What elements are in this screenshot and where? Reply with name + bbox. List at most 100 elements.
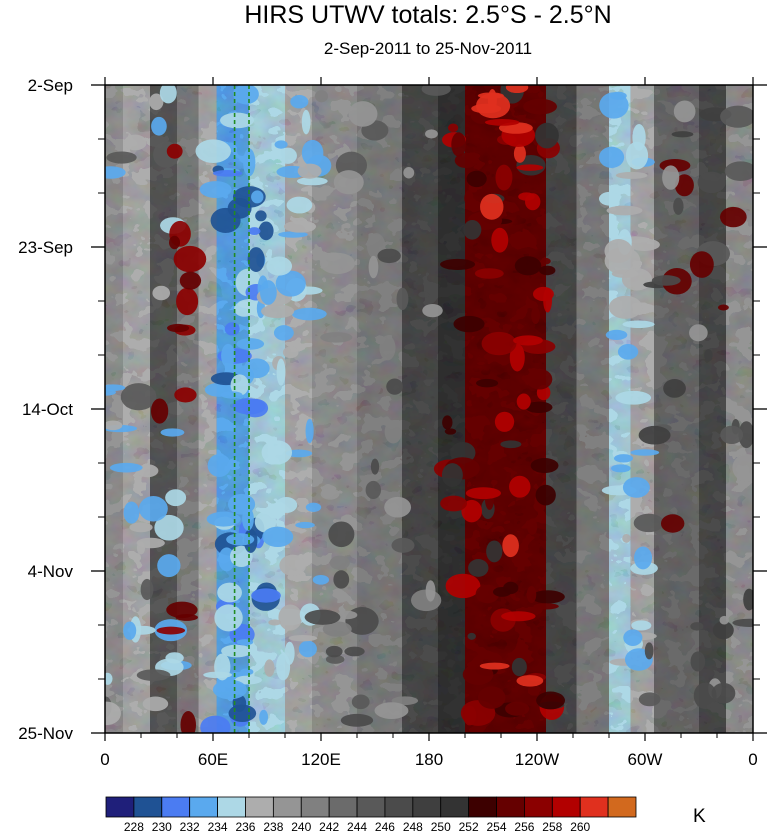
- contour-cell: [384, 496, 412, 518]
- contour-cell: [295, 521, 315, 529]
- contour-cell: [743, 297, 753, 307]
- contour-cell: [606, 205, 643, 216]
- contour-cell: [630, 449, 660, 456]
- contour-cell: [322, 621, 352, 637]
- colorbar-swatch: [607, 796, 637, 818]
- contour-cell: [176, 287, 199, 316]
- contour-cell: [689, 324, 708, 342]
- contour-cell: [391, 537, 415, 553]
- contour-cell: [224, 322, 240, 336]
- chart-subtitle: 2-Sep-2011 to 25-Nov-2011: [323, 39, 533, 58]
- contour-cell: [513, 335, 543, 346]
- contour-cell: [505, 85, 529, 93]
- contour-cell: [278, 231, 308, 238]
- contour-cell: [425, 580, 436, 602]
- contour-cell: [305, 502, 322, 512]
- contour-cell: [261, 440, 293, 465]
- contour-cell: [333, 170, 364, 195]
- contour-cell: [484, 118, 520, 126]
- colorbar-swatch: [328, 796, 358, 818]
- contour-cell: [523, 98, 558, 115]
- contour-cell: [251, 588, 281, 603]
- y-tick-label: 14-Oct: [22, 400, 73, 419]
- contour-cell: [142, 696, 169, 712]
- contour-cell: [530, 458, 559, 474]
- contour-cell: [638, 425, 671, 445]
- contour-cell: [207, 453, 232, 478]
- colorbar: 228 230 232 234 236 238 240 242 244 246 248 250 252 2…: [105, 796, 637, 834]
- contour-cell: [340, 713, 374, 727]
- contour-cell: [502, 534, 519, 558]
- y-axis: 2-Sep 23-Sep 14-Oct 4-Nov 25-Nov: [18, 76, 767, 743]
- contour-cell: [440, 258, 476, 270]
- contour-cell: [320, 488, 340, 500]
- contour-cell: [344, 646, 365, 657]
- contour-cell: [418, 291, 430, 298]
- contour-cell: [165, 652, 184, 664]
- contour-cell: [254, 511, 277, 533]
- contour-cell: [486, 540, 503, 563]
- contour-cell: [304, 609, 341, 625]
- contour-cell: [633, 513, 664, 533]
- colorbar-swatch: [105, 796, 135, 818]
- contour-cell: [320, 332, 353, 343]
- contour-cell: [711, 682, 736, 704]
- contour-cell: [374, 702, 409, 719]
- contour-cell: [234, 301, 255, 317]
- contour-cell: [442, 415, 453, 430]
- contour-cell: [242, 507, 254, 531]
- colorbar-swatch: [551, 796, 581, 818]
- contour-cell: [690, 622, 704, 631]
- contour-cell: [278, 604, 303, 631]
- contour-cell: [693, 682, 717, 709]
- colorbar-swatch: [356, 796, 386, 818]
- contour-cell: [291, 307, 327, 321]
- contour-cell: [697, 171, 726, 194]
- contour-cell: [328, 521, 355, 548]
- contour-cell: [123, 501, 140, 524]
- contour-cell: [325, 654, 345, 664]
- contour-cell: [221, 343, 236, 368]
- contour-cell: [195, 139, 231, 164]
- contour-cell: [370, 458, 380, 475]
- contour-cell: [297, 163, 322, 179]
- contour-blobs: [105, 85, 753, 733]
- contour-cell: [226, 533, 255, 546]
- contour-cell: [615, 390, 652, 405]
- colorbar-label: 236: [235, 820, 255, 834]
- contour-cell: [611, 464, 631, 473]
- contour-cell: [719, 615, 729, 625]
- contour-cell: [396, 287, 409, 311]
- contour-cell: [232, 85, 259, 105]
- colorbar-label: 238: [263, 820, 283, 834]
- contour-cell: [720, 425, 744, 445]
- contour-cell: [466, 170, 487, 188]
- contour-cell: [315, 90, 329, 103]
- contour-cell: [105, 701, 121, 726]
- y-tick-label: 2-Sep: [28, 76, 73, 95]
- contour-cell: [440, 495, 468, 512]
- contour-cell: [651, 275, 681, 286]
- contour-cell: [732, 453, 753, 482]
- contour-cell: [615, 171, 648, 179]
- contour-band: [105, 85, 123, 733]
- contour-cell: [290, 94, 309, 109]
- contour-cell: [464, 190, 474, 207]
- colorbar-swatch: [133, 796, 163, 818]
- contour-cell: [220, 391, 243, 399]
- contour-cell: [509, 475, 531, 498]
- contour-cell: [622, 477, 650, 498]
- contour-cell: [543, 287, 553, 313]
- contour-cell: [288, 634, 318, 642]
- contour-cell: [533, 603, 559, 610]
- contour-cell: [674, 174, 694, 197]
- contour-cell: [273, 325, 294, 341]
- contour-cell: [200, 715, 231, 733]
- contour-cell: [325, 645, 343, 658]
- contour-cell: [663, 379, 686, 398]
- contour-cell: [212, 169, 243, 177]
- contour-cell: [623, 629, 643, 646]
- contour-cell: [644, 642, 654, 660]
- contour-cell: [150, 398, 169, 424]
- colorbar-swatch: [217, 796, 246, 818]
